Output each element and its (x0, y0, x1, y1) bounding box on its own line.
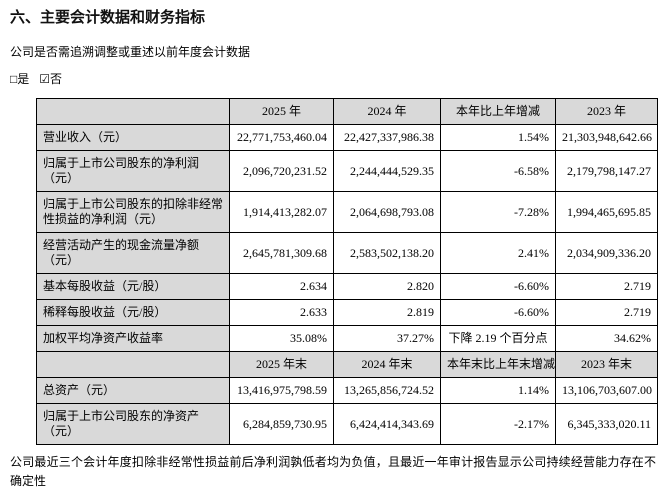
value-2025: 1,914,413,282.07 (229, 191, 334, 233)
checkbox-checked-icon: ☑ (39, 72, 51, 86)
value-2023: 34.62% (555, 325, 658, 352)
value-2024: 6,424,414,343.69 (333, 403, 441, 445)
value-change: 2.41% (440, 232, 556, 274)
corner-cell (36, 98, 230, 125)
row-label: 基本每股收益（元/股） (36, 273, 230, 300)
table-row-basic-eps: 基本每股收益（元/股） 2.634 2.820 -6.60% 2.719 (36, 273, 658, 300)
table-row-revenue: 营业收入（元） 22,771,753,460.04 22,427,337,986… (36, 124, 658, 151)
value-2023: 2,179,798,147.27 (555, 150, 658, 192)
table-row-operating-cash-flow: 经营活动产生的现金流量净额（元） 2,645,781,309.68 2,583,… (36, 232, 658, 274)
value-2024: 2,064,698,793.08 (333, 191, 441, 233)
option-no: ☑否 (39, 72, 62, 86)
row-label: 归属于上市公司股东的净利润（元） (36, 150, 230, 192)
value-2025: 2.633 (229, 299, 334, 326)
value-2023: 21,303,948,642.66 (555, 124, 658, 151)
restatement-options: □是 ☑否 (10, 72, 656, 87)
col-header-2024: 2024 年 (333, 98, 441, 125)
table-row-net-assets: 归属于上市公司股东的净资产（元） 6,284,859,730.95 6,424,… (36, 403, 658, 445)
value-2023: 13,106,703,607.00 (555, 377, 658, 404)
option-no-label: 否 (50, 72, 63, 86)
value-2024: 13,265,856,724.52 (333, 377, 441, 404)
row-label: 归属于上市公司股东的净资产（元） (36, 403, 230, 445)
col-header-yoy-change: 本年比上年增减 (440, 98, 556, 125)
col-header-2023-end: 2023 年末 (555, 351, 658, 378)
corner-cell (36, 351, 230, 378)
value-change: -6.58% (440, 150, 556, 192)
row-label: 加权平均净资产收益率 (36, 325, 230, 352)
table-row-total-assets: 总资产（元） 13,416,975,798.59 13,265,856,724.… (36, 377, 658, 404)
value-2024: 2.820 (333, 273, 441, 300)
col-header-end-change: 本年末比上年末增减 (440, 351, 556, 378)
value-change: 下降 2.19 个百分点 (440, 325, 556, 352)
restatement-question: 公司是否需追溯调整或重述以前年度会计数据 (10, 45, 251, 59)
value-2025: 2.634 (229, 273, 334, 300)
value-2025: 13,416,975,798.59 (229, 377, 334, 404)
option-yes-label: 是 (17, 72, 30, 86)
row-label: 总资产（元） (36, 377, 230, 404)
row-label: 归属于上市公司股东的扣除非经常性损益的净利润（元） (36, 191, 230, 233)
value-2025: 2,645,781,309.68 (229, 232, 334, 274)
financial-indicators-table: 2025 年 2024 年 本年比上年增减 2023 年 营业收入（元） 22,… (36, 98, 658, 445)
col-header-2024-end: 2024 年末 (333, 351, 441, 378)
value-change: -6.60% (440, 299, 556, 326)
going-concern-footnote: 公司最近三个会计年度扣除非经常性损益前后净利润孰低者均为负值，且最近一年审计报告… (10, 455, 656, 488)
row-label: 营业收入（元） (36, 124, 230, 151)
annual-header-row: 2025 年 2024 年 本年比上年增减 2023 年 (36, 98, 658, 125)
table-row-net-profit: 归属于上市公司股东的净利润（元） 2,096,720,231.52 2,244,… (36, 150, 658, 192)
value-2025: 22,771,753,460.04 (229, 124, 334, 151)
value-2023: 6,345,333,020.11 (555, 403, 658, 445)
value-2023: 2.719 (555, 273, 658, 300)
value-change: -2.17% (440, 403, 556, 445)
checkbox-unchecked-icon: □ (10, 72, 18, 86)
value-2025: 2,096,720,231.52 (229, 150, 334, 192)
value-change: -7.28% (440, 191, 556, 233)
value-2024: 37.27% (333, 325, 441, 352)
row-label: 稀释每股收益（元/股） (36, 299, 230, 326)
value-change: -6.60% (440, 273, 556, 300)
value-2023: 2.719 (555, 299, 658, 326)
value-2023: 2,034,909,336.20 (555, 232, 658, 274)
table-row-net-profit-excl-nonrecurring: 归属于上市公司股东的扣除非经常性损益的净利润（元） 1,914,413,282.… (36, 191, 658, 233)
value-2024: 2,583,502,138.20 (333, 232, 441, 274)
value-2024: 22,427,337,986.38 (333, 124, 441, 151)
section-heading: 六、主要会计数据和财务指标 (10, 9, 206, 26)
col-header-2025-end: 2025 年末 (229, 351, 334, 378)
value-change: 1.54% (440, 124, 556, 151)
value-2025: 6,284,859,730.95 (229, 403, 334, 445)
value-2025: 35.08% (229, 325, 334, 352)
value-2024: 2.819 (333, 299, 441, 326)
value-change: 1.14% (440, 377, 556, 404)
period-end-header-row: 2025 年末 2024 年末 本年末比上年末增减 2023 年末 (36, 351, 658, 378)
table-row-weighted-avg-roe: 加权平均净资产收益率 35.08% 37.27% 下降 2.19 个百分点 34… (36, 325, 658, 352)
col-header-2025: 2025 年 (229, 98, 334, 125)
option-yes: □是 (10, 72, 29, 86)
table-row-diluted-eps: 稀释每股收益（元/股） 2.633 2.819 -6.60% 2.719 (36, 299, 658, 326)
col-header-2023: 2023 年 (555, 98, 658, 125)
value-2024: 2,244,444,529.35 (333, 150, 441, 192)
value-2023: 1,994,465,695.85 (555, 191, 658, 233)
row-label: 经营活动产生的现金流量净额（元） (36, 232, 230, 274)
